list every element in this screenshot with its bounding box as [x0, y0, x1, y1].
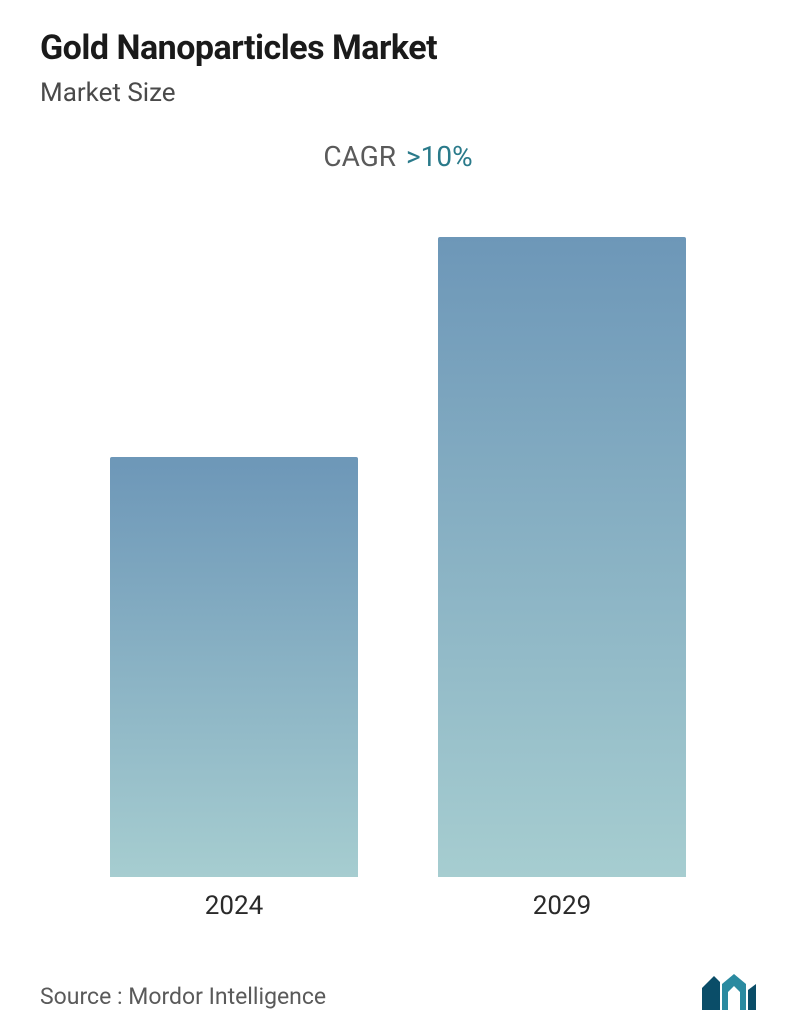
- chart-area: 2024 2029: [40, 213, 756, 933]
- bars-container: 2024 2029: [40, 213, 756, 877]
- bar-2024: [110, 457, 358, 877]
- source-attribution: Source : Mordor Intelligence: [40, 983, 326, 1010]
- cagr-label: CAGR: [323, 140, 396, 173]
- footer: Source : Mordor Intelligence: [40, 974, 756, 1010]
- bar-group-2024: 2024: [110, 457, 358, 877]
- bar-label-2029: 2029: [533, 891, 591, 921]
- chart-subtitle: Market Size: [40, 78, 756, 108]
- cagr-value: >10%: [406, 140, 473, 173]
- cagr-indicator: CAGR >10%: [40, 140, 756, 173]
- chart-title: Gold Nanoparticles Market: [40, 28, 756, 68]
- bar-group-2029: 2029: [438, 237, 686, 877]
- bar-label-2024: 2024: [205, 891, 263, 921]
- bar-2029: [438, 237, 686, 877]
- mordor-logo-icon: [702, 974, 756, 1010]
